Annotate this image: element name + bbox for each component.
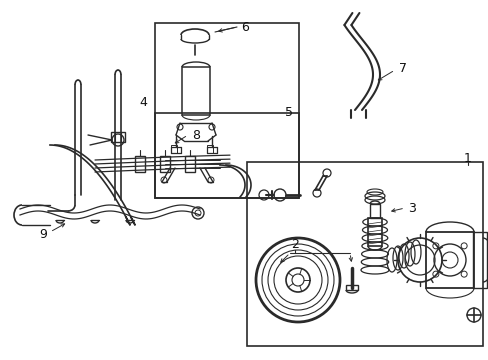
Bar bbox=[246, 162, 482, 346]
Bar bbox=[155, 23, 298, 198]
Bar bbox=[184, 156, 195, 172]
Bar bbox=[367, 218, 381, 246]
Text: 5: 5 bbox=[285, 105, 292, 118]
Bar bbox=[135, 156, 145, 172]
Bar bbox=[425, 232, 473, 288]
Text: 1: 1 bbox=[463, 152, 471, 165]
Bar bbox=[160, 156, 170, 172]
Bar bbox=[171, 145, 177, 153]
Bar bbox=[369, 204, 379, 218]
Text: 9: 9 bbox=[39, 229, 47, 242]
Text: 3: 3 bbox=[407, 202, 415, 215]
Text: 6: 6 bbox=[241, 21, 248, 33]
Bar bbox=[206, 145, 213, 153]
Text: 8: 8 bbox=[192, 129, 200, 141]
Text: 7: 7 bbox=[398, 62, 406, 75]
Bar bbox=[111, 132, 125, 142]
Bar bbox=[155, 113, 298, 198]
Bar bbox=[182, 67, 209, 115]
Text: 4: 4 bbox=[139, 95, 146, 108]
Bar bbox=[472, 232, 486, 288]
Text: 2: 2 bbox=[290, 239, 298, 252]
Bar bbox=[346, 285, 357, 290]
